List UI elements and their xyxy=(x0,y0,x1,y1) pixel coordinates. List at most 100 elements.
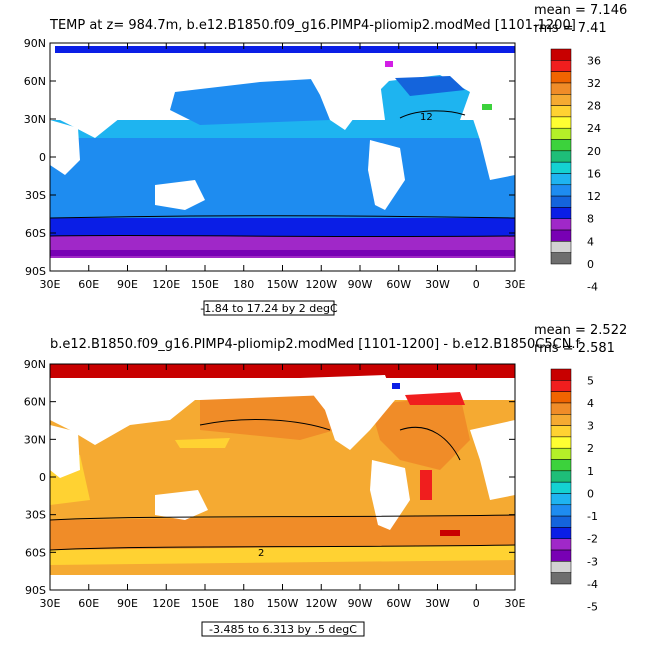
x-tick-label: 180 xyxy=(233,278,254,291)
colorbar-swatch xyxy=(550,207,572,219)
x-tick-label: 90W xyxy=(348,278,373,291)
colorbar-swatch xyxy=(550,459,572,472)
panel-1-ocean-band-south xyxy=(50,218,515,236)
panel-1-south-america xyxy=(368,140,405,210)
panel-2-south-atlantic-patch xyxy=(440,530,460,536)
colorbar-label: -4 xyxy=(587,281,598,294)
colorbar-label: 20 xyxy=(587,145,601,158)
panel-1-map: 12 xyxy=(50,43,515,271)
panel-1-ocean-band-mid xyxy=(50,128,515,218)
x-tick-label: 120W xyxy=(305,278,337,291)
panel-1-north-pacific xyxy=(170,78,345,125)
panel-2-range-label: -3.485 to 6.313 by .5 degC xyxy=(209,623,357,636)
panel-1-x-axis: 30E 60E 90E 120E 150E 180 150W 120W 90W 60W 30W 0 30… xyxy=(40,43,526,291)
panel-1-colorbar: 36 32 28 24 20 16 12 8 4 0 -4 xyxy=(550,48,601,294)
panel-2-colorbar: 5 4 3 2 1 0 -1 -2 -3 -4 -5 xyxy=(550,368,598,614)
colorbar-label: 12 xyxy=(587,190,601,203)
colorbar-swatch xyxy=(550,173,572,186)
panel-1-contour-8 xyxy=(50,215,515,219)
colorbar-swatch xyxy=(550,94,572,106)
panel-2-contour-b xyxy=(50,544,515,551)
colorbar-swatch xyxy=(550,127,572,140)
y-tick-label: 0 xyxy=(39,151,46,164)
y-tick-label: 90N xyxy=(24,358,46,371)
panel-2-contour-label: 2 xyxy=(258,548,264,559)
panel-2-rms-label: rms = 2.581 xyxy=(534,341,615,356)
colorbar-swatch xyxy=(550,48,572,61)
colorbar-label: 4 xyxy=(587,397,594,410)
x-tick-label: 30E xyxy=(505,278,526,291)
colorbar-swatch xyxy=(550,241,572,253)
x-tick-label: 30E xyxy=(40,278,61,291)
panel-1-arctic-strip xyxy=(55,45,515,53)
colorbar-label: 16 xyxy=(587,167,601,180)
colorbar-label: 2 xyxy=(587,442,594,455)
y-tick-label: 60N xyxy=(24,75,46,88)
panel-1-y-axis: 90N 60N 30N 0 30S 60S 90S xyxy=(24,37,515,278)
x-tick-label: 30W xyxy=(425,597,450,610)
panel-2-eurasia xyxy=(50,378,195,445)
colorbar-swatch xyxy=(550,436,572,449)
colorbar-swatch xyxy=(550,150,572,163)
panel-1-ocean-band-north xyxy=(50,120,515,138)
colorbar-swatch xyxy=(550,252,572,265)
y-tick-label: 30N xyxy=(24,433,46,446)
colorbar-swatch xyxy=(550,380,572,392)
y-tick-label: 90S xyxy=(25,265,46,278)
panel-1-hudson-patch xyxy=(385,61,393,67)
colorbar-label: 0 xyxy=(587,487,594,500)
colorbar-label: 28 xyxy=(587,100,601,113)
x-tick-label: 60W xyxy=(386,597,411,610)
panel-1-eurasia xyxy=(50,55,175,138)
colorbar-swatch xyxy=(550,447,572,460)
colorbar-swatch xyxy=(550,470,572,483)
panel-1-med-patch xyxy=(482,104,492,110)
x-tick-label: 30E xyxy=(505,597,526,610)
panel-1-contour-label: 12 xyxy=(420,112,433,123)
x-tick-label: 60W xyxy=(386,278,411,291)
colorbar-swatch xyxy=(550,538,572,551)
panel-2-contour-a xyxy=(50,514,515,521)
colorbar-label: -2 xyxy=(587,533,598,546)
y-tick-label: 90N xyxy=(24,37,46,50)
x-tick-label: 120E xyxy=(152,597,180,610)
panel-2-x-axis: 30E 60E 90E 120E 150E 180 150W 120W 90W 60W 30W 0 30… xyxy=(40,364,526,610)
x-tick-label: 90E xyxy=(117,278,138,291)
panel-1-contour-4 xyxy=(50,234,515,238)
x-tick-label: 150W xyxy=(267,597,299,610)
y-tick-label: 30S xyxy=(25,509,46,522)
colorbar-swatch xyxy=(550,391,572,404)
colorbar-swatch xyxy=(550,572,572,585)
colorbar-swatch xyxy=(550,493,572,506)
panel-2-range-box xyxy=(201,621,365,637)
colorbar-label: 3 xyxy=(587,420,594,433)
panel-2-pacific-cool xyxy=(175,438,230,448)
colorbar-label: 32 xyxy=(587,77,601,90)
colorbar-label: -5 xyxy=(587,601,598,614)
colorbar-swatch xyxy=(550,116,572,129)
panel-2-contour-c xyxy=(199,419,331,431)
panel-2-north-atlantic-warm xyxy=(370,395,470,470)
colorbar-label: -3 xyxy=(587,555,598,568)
colorbar-label: 4 xyxy=(587,235,594,248)
x-tick-label: 180 xyxy=(233,597,254,610)
panel-2-hudson-patch xyxy=(392,383,400,389)
panel-2-north-america xyxy=(300,375,395,450)
colorbar-label: 36 xyxy=(587,54,601,67)
panel-2-nordic-warm xyxy=(405,392,465,405)
panel-1-mean-label: mean = 7.146 xyxy=(534,3,627,18)
colorbar-swatch xyxy=(550,527,572,539)
colorbar-label: 1 xyxy=(587,465,594,478)
x-tick-label: 0 xyxy=(473,278,480,291)
colorbar-swatch xyxy=(550,229,572,242)
panel-1-contour-12 xyxy=(399,110,466,119)
panel-2-difference: b.e12.B1850.f09_g16.PIMP4-pliomip2.modMe… xyxy=(24,323,627,637)
y-tick-label: 0 xyxy=(39,471,46,484)
panel-2-contour-d xyxy=(399,426,461,461)
panel-2-brazil-current-patch xyxy=(420,470,432,500)
y-tick-label: 30N xyxy=(24,113,46,126)
colorbar-swatch xyxy=(550,402,572,415)
colorbar-label: 0 xyxy=(587,258,594,271)
